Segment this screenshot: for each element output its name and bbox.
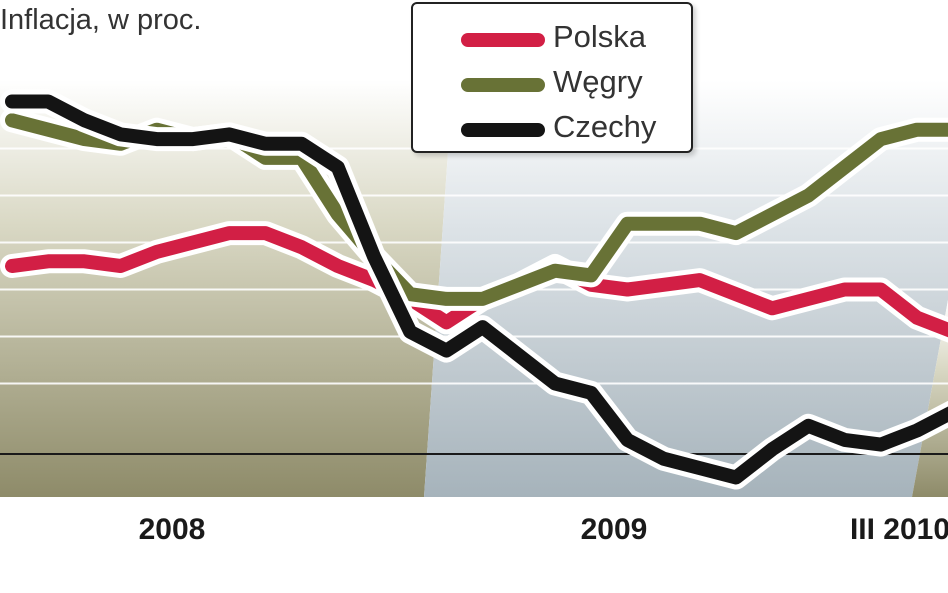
band-2010: [912, 300, 948, 497]
series-czechy: [0, 89, 948, 490]
series-layer: [0, 89, 948, 490]
legend-label-wegry: Węgry: [553, 64, 643, 99]
chart-subtitle: Inflacja, w proc.: [0, 4, 202, 36]
legend-item-wegry: Węgry: [413, 61, 691, 107]
legend-label-polska: Polska: [553, 19, 647, 54]
x-tick-label: III 2010: [850, 513, 948, 546]
x-tick-labels: 2008 2009 III 2010: [139, 513, 948, 546]
legend: Polska Węgry Czechy: [411, 2, 693, 153]
legend-label-czechy: Czechy: [553, 109, 657, 144]
legend-swatch-czechy: [461, 123, 545, 137]
legend-swatch-wegry: [461, 78, 545, 92]
legend-item-czechy: Czechy: [413, 106, 691, 152]
x-tick-label: 2008: [139, 513, 206, 546]
x-tick-label: 2009: [581, 513, 648, 546]
legend-swatch-polska: [461, 33, 545, 47]
legend-item-polska: Polska: [413, 16, 691, 62]
